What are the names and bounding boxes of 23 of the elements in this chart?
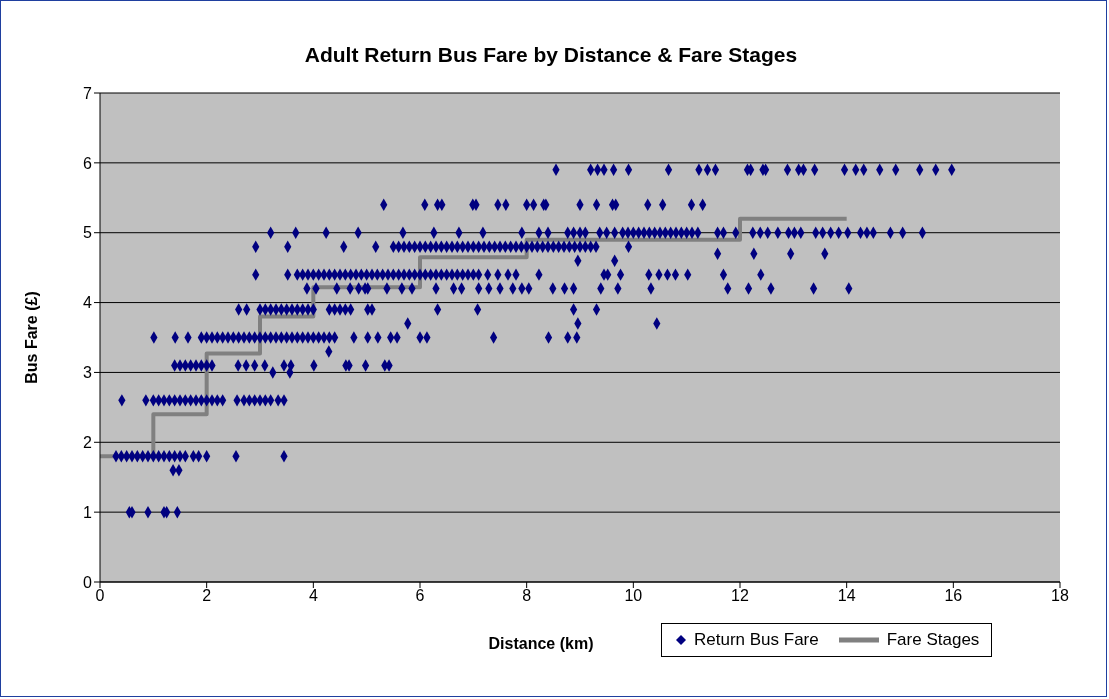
y-tick-label: 1 [83, 503, 93, 521]
x-tick-label: 14 [837, 587, 856, 605]
y-tick-label: 5 [83, 224, 93, 242]
x-tick-label: 10 [624, 587, 643, 605]
y-tick-label: 4 [83, 294, 93, 312]
x-tick-label: 12 [731, 587, 749, 605]
x-tick-label: 18 [1051, 587, 1069, 605]
x-tick-label: 4 [308, 587, 318, 605]
x-tick-label: 2 [202, 587, 212, 605]
y-tick-label: 7 [83, 84, 93, 102]
legend-label: Return Bus Fare [694, 630, 819, 650]
legend-label: Fare Stages [886, 630, 980, 650]
y-tick-label: 2 [83, 433, 93, 451]
y-tick-label: 3 [83, 364, 93, 382]
x-tick-label: 16 [944, 587, 963, 605]
x-tick-label: 8 [522, 587, 532, 605]
x-tick-label: 6 [415, 587, 425, 605]
chart-title: Adult Return Bus Fare by Distance & Fare Stages [303, 43, 799, 67]
x-axis-title: Distance (km) [487, 635, 595, 653]
y-tick-label: 6 [83, 154, 93, 172]
x-tick-label: 0 [95, 587, 105, 605]
y-axis-title: Bus Fare (£) [22, 291, 40, 384]
y-tick-label: 0 [83, 573, 93, 591]
